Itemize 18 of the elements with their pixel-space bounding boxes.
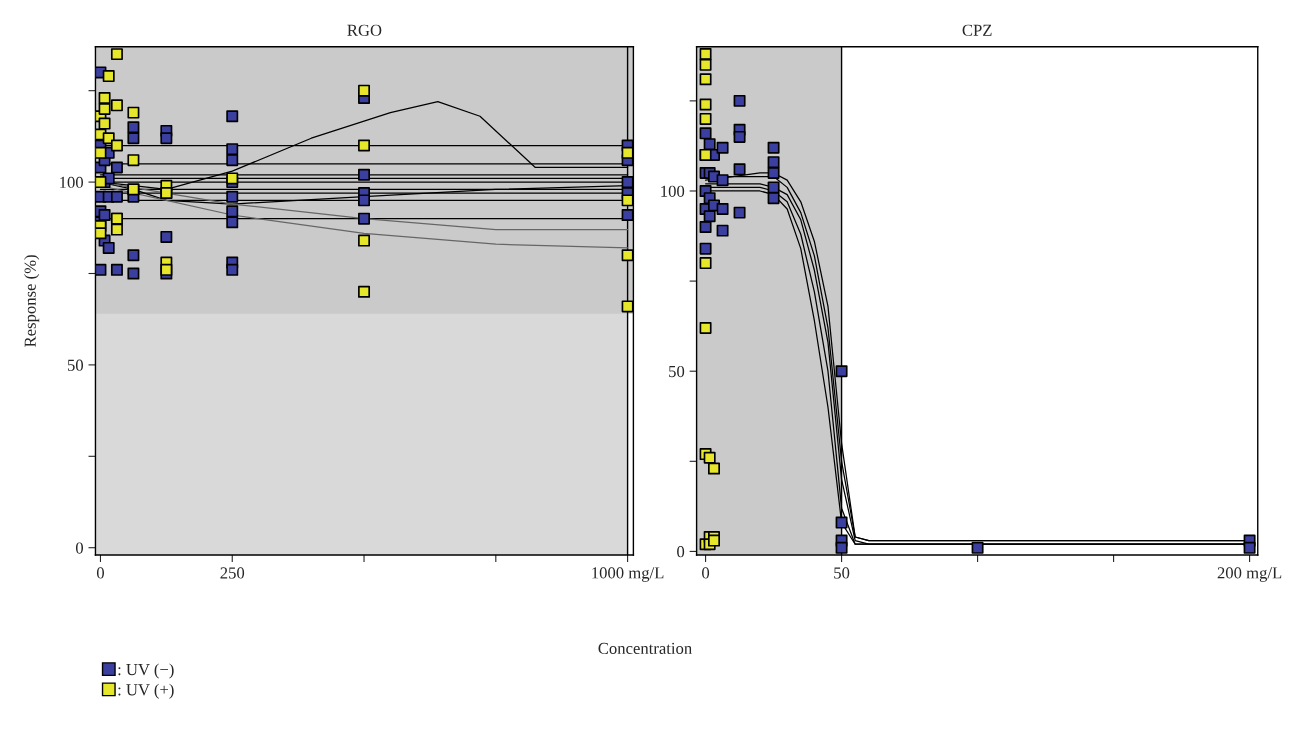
y-tick-label: 50 bbox=[669, 365, 685, 378]
x-tick-label: 250 bbox=[220, 567, 245, 579]
x-tick-label: 0 bbox=[96, 567, 104, 579]
legend-label: : UV (−) bbox=[118, 663, 174, 679]
y-tick-label: 0 bbox=[75, 542, 84, 554]
y-tick-label: 0 bbox=[677, 546, 685, 558]
x-tick-label: 50 bbox=[834, 567, 850, 579]
y-axis-title: Response (%) bbox=[24, 255, 40, 347]
x-tick-label: 1000 mg/L bbox=[592, 567, 664, 582]
y-tick-label: 50 bbox=[67, 359, 84, 371]
x-tick-label: 0 bbox=[702, 567, 710, 579]
y-tick-label: 100 bbox=[661, 185, 685, 197]
x-axis-title: Concentration bbox=[598, 642, 692, 654]
y-tick-label: 100 bbox=[60, 176, 84, 189]
x-tick-label: 200 mg/L bbox=[1217, 567, 1282, 582]
chart-title: RGO bbox=[347, 24, 382, 36]
chart-title: CPZ bbox=[962, 24, 992, 36]
legend-label: : UV (+) bbox=[118, 683, 174, 699]
